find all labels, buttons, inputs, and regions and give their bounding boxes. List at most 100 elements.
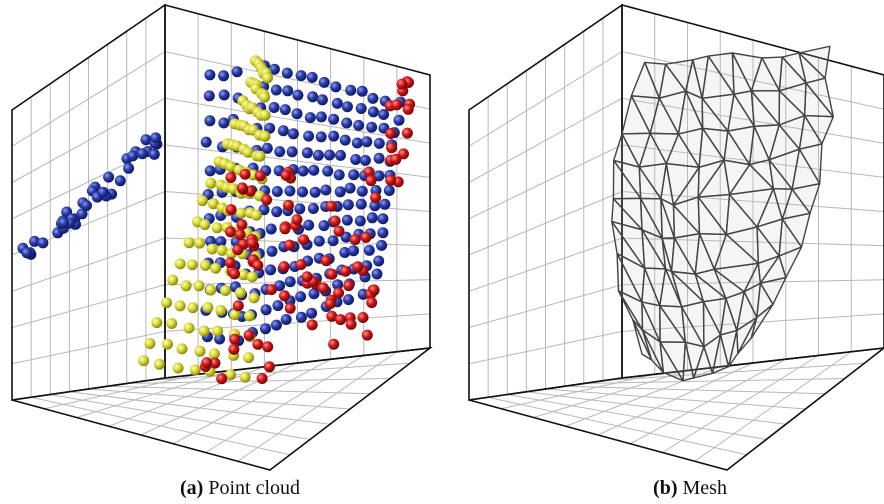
caption-a: (a) Point cloud	[180, 477, 300, 499]
point	[353, 120, 364, 131]
point	[326, 201, 337, 212]
grid-line	[108, 386, 370, 394]
point	[320, 185, 331, 196]
point	[181, 280, 192, 291]
point	[115, 175, 126, 186]
point	[361, 136, 372, 147]
point	[317, 94, 328, 105]
point	[366, 122, 377, 133]
point	[305, 112, 316, 123]
point	[167, 275, 178, 286]
point	[307, 72, 318, 83]
point	[274, 146, 285, 157]
point	[342, 215, 353, 226]
point	[218, 118, 229, 129]
point	[321, 255, 332, 266]
point	[259, 131, 270, 142]
point	[350, 234, 361, 245]
point	[197, 195, 208, 206]
point	[81, 200, 92, 211]
point	[184, 237, 195, 248]
point	[205, 165, 216, 176]
point	[283, 200, 294, 211]
caption-b: (b) Mesh	[653, 477, 727, 499]
point	[292, 214, 303, 225]
point	[212, 222, 223, 233]
mesh-panel	[469, 5, 884, 470]
point	[357, 186, 368, 197]
caption-text: Mesh	[683, 477, 727, 499]
point	[271, 206, 282, 217]
point	[173, 363, 184, 374]
point	[285, 303, 296, 314]
point	[384, 185, 395, 196]
point	[297, 186, 308, 197]
point	[361, 232, 372, 243]
point	[335, 150, 346, 161]
point	[236, 219, 247, 230]
point	[385, 175, 396, 186]
point	[358, 312, 369, 323]
point	[150, 132, 161, 143]
point	[282, 68, 293, 79]
point	[228, 344, 239, 355]
point	[199, 326, 210, 337]
point	[348, 245, 359, 256]
point	[374, 138, 385, 149]
point	[324, 150, 335, 161]
point	[235, 287, 246, 298]
point	[264, 361, 275, 372]
point	[184, 323, 195, 334]
point	[244, 330, 255, 341]
point	[285, 276, 296, 287]
point	[345, 85, 356, 96]
point	[295, 291, 306, 302]
point	[205, 285, 216, 296]
point	[261, 304, 272, 315]
point	[294, 203, 305, 214]
point	[308, 165, 319, 176]
point	[369, 284, 380, 295]
point	[377, 227, 388, 238]
point-cloud-panel	[12, 5, 430, 470]
point	[166, 318, 177, 329]
point	[127, 150, 138, 161]
point	[341, 118, 352, 129]
point	[334, 226, 345, 237]
caption-label: (b)	[653, 477, 677, 499]
point	[194, 280, 205, 291]
point	[194, 238, 205, 249]
point	[373, 256, 384, 267]
point	[332, 98, 343, 109]
point	[346, 319, 357, 330]
point	[195, 346, 206, 357]
point	[201, 137, 212, 148]
point	[342, 101, 353, 112]
point	[355, 216, 366, 227]
point	[266, 224, 277, 235]
point	[200, 260, 211, 271]
point	[403, 104, 414, 115]
point	[212, 326, 223, 337]
point	[370, 192, 381, 203]
point	[303, 131, 314, 142]
caption-text: Point cloud	[208, 477, 300, 499]
point	[348, 169, 359, 180]
point	[306, 308, 317, 319]
point	[330, 81, 341, 92]
point	[307, 91, 318, 102]
point	[265, 264, 276, 275]
point	[216, 373, 227, 384]
point	[368, 106, 379, 117]
point	[357, 86, 368, 97]
point	[210, 263, 221, 274]
point	[151, 317, 162, 328]
point	[251, 210, 262, 221]
point	[278, 125, 289, 136]
point	[205, 178, 216, 189]
point	[322, 166, 333, 177]
point	[271, 85, 282, 96]
point	[296, 70, 307, 81]
point	[307, 319, 318, 330]
point	[262, 72, 273, 83]
